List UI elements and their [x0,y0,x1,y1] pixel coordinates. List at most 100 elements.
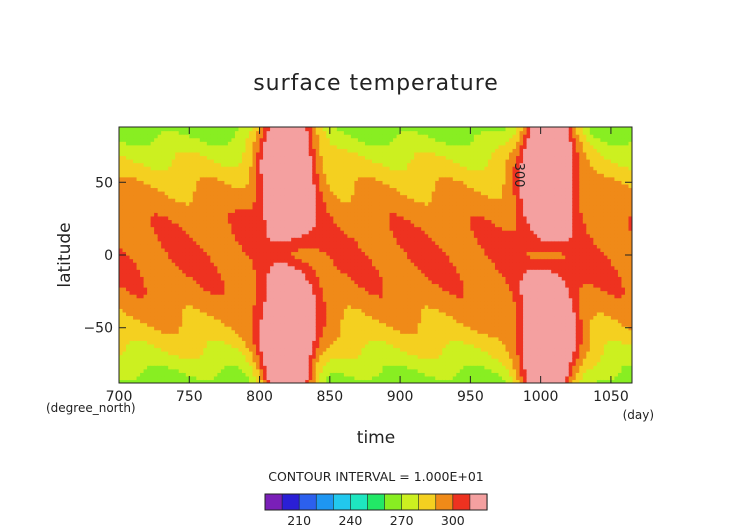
contour-cell [161,361,166,366]
contour-cell [122,127,127,132]
contour-cell [291,326,296,331]
contour-cell [185,162,190,167]
contour-cell [291,297,296,302]
contour-cell [154,159,159,164]
contour-cell [245,205,250,210]
contour-cell [161,340,166,345]
contour-cell [312,354,317,359]
contour-cell [210,258,215,263]
contour-cell [357,265,363,270]
contour-cell [154,230,159,235]
contour-cell [182,137,187,142]
contour-cell [294,279,299,285]
contour-cell [122,255,127,260]
contour-cell [238,237,243,242]
contour-cell [171,372,176,377]
contour-cell [143,255,148,260]
contour-cell [343,361,348,366]
contour-cell [217,304,222,309]
contour-cell [319,162,324,167]
contour-cell [298,212,303,217]
contour-cell [298,283,303,288]
contour-cell [336,233,341,238]
contour-cell [298,183,303,189]
contour-cell [340,219,345,224]
contour-cell [234,183,240,189]
contour-cell [333,347,338,352]
contour-cell [298,244,303,249]
contour-cell [150,379,155,383]
contour-cell [224,315,229,320]
contour-cell [287,219,292,224]
contour-cell [315,151,320,157]
contour-cell [319,208,324,213]
contour-cell [238,173,243,178]
contour-cell [354,159,359,164]
contour-cell [185,215,190,221]
contour-cell [263,187,268,192]
contour-cell [357,301,363,306]
contour-cell [270,301,275,306]
contour-cell [270,247,275,253]
contour-cell [164,358,169,363]
contour-cell [220,240,226,245]
contour-cell [326,162,331,167]
contour-cell [350,322,356,327]
contour-cell [168,269,173,274]
contour-cell [277,365,282,370]
contour-cell [333,265,338,270]
contour-cell [196,240,201,245]
contour-cell [241,166,247,171]
contour-cell [231,162,236,167]
contour-cell [238,205,243,210]
contour-cell [350,262,356,267]
contour-cell [150,230,155,235]
contour-cell [210,130,215,135]
contour-cell [326,226,331,231]
contour-cell [354,333,359,338]
contour-cell [270,251,275,256]
contour-cell [182,365,187,370]
contour-cell [164,304,169,309]
contour-cell [256,166,261,171]
contour-cell [305,237,310,242]
contour-cell [315,247,320,253]
contour-cell [284,358,289,363]
contour-cell [277,262,282,267]
contour-cell [150,191,155,196]
contour-cell [227,354,233,359]
contour-cell [157,358,162,363]
contour-cell [266,283,271,288]
contour-cell [357,240,363,245]
contour-cell [343,301,348,306]
contour-cell [256,272,261,277]
contour-cell [154,169,159,174]
contour-cell [263,340,268,345]
contour-cell [217,311,222,317]
contour-cell [182,279,187,285]
contour-cell [154,294,159,299]
contour-cell [333,361,338,366]
contour-cell [182,375,187,381]
contour-cell [129,343,134,349]
contour-cell [185,326,190,331]
contour-cell [308,308,313,313]
contour-cell [143,233,148,238]
contour-cell [354,194,359,199]
contour-cell [143,208,148,213]
contour-cell [249,269,254,274]
contour-cell [157,319,162,324]
contour-cell [210,183,215,189]
contour-cell [259,368,264,373]
contour-cell [189,283,194,288]
contour-cell [357,198,363,203]
contour-cell [203,223,208,228]
contour-cell [284,169,289,174]
contour-cell [294,159,299,164]
contour-cell [157,169,162,174]
contour-cell [157,322,162,327]
contour-cell [277,155,282,160]
contour-cell [213,351,218,356]
contour-cell [343,166,348,171]
contour-cell [175,148,180,153]
